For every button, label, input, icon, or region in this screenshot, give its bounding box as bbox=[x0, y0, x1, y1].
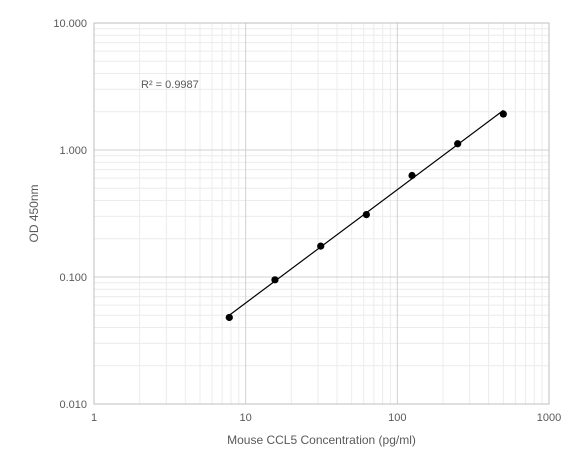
data-point bbox=[408, 171, 416, 180]
x-axis-tick-labels: 1 10 100 1000 bbox=[91, 412, 561, 424]
y-tick-label: 0.100 bbox=[59, 272, 87, 284]
data-point bbox=[454, 140, 462, 148]
data-point bbox=[317, 242, 325, 250]
x-tick-label: 1 bbox=[91, 412, 97, 424]
x-tick-label: 1000 bbox=[537, 412, 561, 424]
y-tick-label: 1.000 bbox=[59, 145, 87, 157]
y-axis-title: OD 450nm bbox=[27, 184, 41, 242]
x-tick-label: 10 bbox=[240, 412, 252, 424]
data-point bbox=[362, 210, 370, 219]
plot-area-border bbox=[93, 22, 550, 405]
y-axis-tick-labels: 0.010 0.100 1.000 10.000 bbox=[53, 18, 87, 411]
x-axis-title: Mouse CCL5 Concentration (pg/ml) bbox=[227, 433, 416, 447]
data-point bbox=[225, 313, 233, 322]
data-point bbox=[271, 276, 279, 284]
y-tick-label: 0.010 bbox=[59, 399, 87, 411]
data-points bbox=[225, 110, 507, 322]
x-tick-label: 100 bbox=[388, 412, 406, 424]
r-squared-annotation: R² = 0.9987 bbox=[141, 79, 199, 91]
data-point bbox=[499, 110, 507, 118]
y-tick-label: 10.000 bbox=[53, 18, 87, 30]
